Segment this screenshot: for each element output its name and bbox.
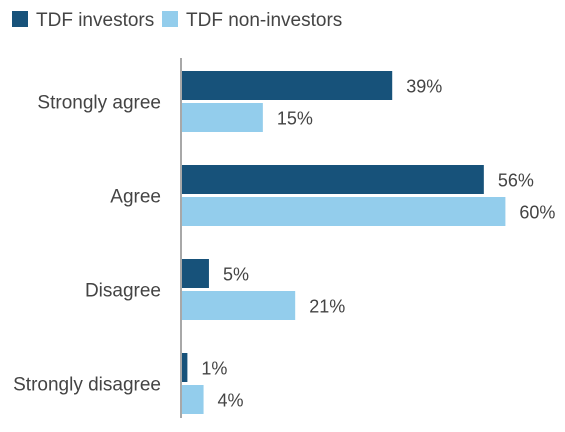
value-label-tdf-non-investors-agree: 60% xyxy=(519,203,555,223)
category-label-disagree: Disagree xyxy=(85,281,161,302)
value-label-tdf-investors-strongly-agree: 39% xyxy=(406,77,442,97)
value-label-tdf-investors-agree: 56% xyxy=(498,171,534,191)
legend-label-tdf-investors: TDF investors xyxy=(36,10,154,31)
value-label-tdf-investors-disagree: 5% xyxy=(223,265,249,285)
category-label-strongly-disagree: Strongly disagree xyxy=(13,375,161,396)
bar-tdf-non-investors-disagree xyxy=(182,291,296,320)
value-label-tdf-non-investors-strongly-agree: 15% xyxy=(277,109,313,129)
legend-label-tdf-non-investors: TDF non-investors xyxy=(186,10,342,31)
legend-swatch-tdf-investors xyxy=(12,11,28,27)
legend-swatch-tdf-non-investors xyxy=(162,11,178,27)
bar-tdf-non-investors-strongly-agree xyxy=(182,103,263,132)
bar-tdf-non-investors-strongly-disagree xyxy=(182,385,204,414)
category-label-strongly-agree: Strongly agree xyxy=(37,93,161,114)
bar-tdf-investors-strongly-agree xyxy=(182,71,393,100)
value-label-tdf-non-investors-disagree: 21% xyxy=(309,297,345,317)
value-label-tdf-investors-strongly-disagree: 1% xyxy=(201,359,227,379)
bar-tdf-investors-strongly-disagree xyxy=(182,353,188,382)
value-label-tdf-non-investors-strongly-disagree: 4% xyxy=(218,391,244,411)
category-label-agree: Agree xyxy=(110,187,161,208)
category-labels: Strongly agree Agree Disagree Strongly disa… xyxy=(13,93,161,396)
bar-tdf-investors-agree xyxy=(182,165,484,194)
legend: TDF investors TDF non-investors xyxy=(12,10,342,31)
value-labels: 39% 15% 56% 60% 5% 21% 1% 4% xyxy=(201,77,555,411)
bars xyxy=(182,71,506,414)
bar-tdf-non-investors-agree xyxy=(182,197,506,226)
bar-tdf-investors-disagree xyxy=(182,259,209,288)
